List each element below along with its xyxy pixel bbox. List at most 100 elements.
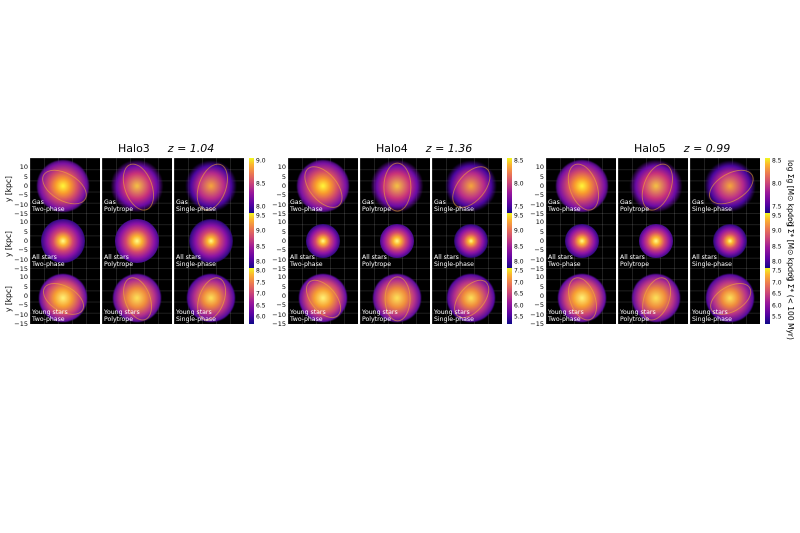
image-panel: Gas Single-phase xyxy=(690,158,760,214)
colorbar-label: log Σ* (< 100 Myr) xyxy=(786,270,795,340)
galaxy-image xyxy=(704,160,756,212)
y-tick-label: −5 xyxy=(534,191,544,200)
y-tick-label: 5 xyxy=(281,172,286,181)
y-axis-ticks: 10 5 0 −5 −10 −15 xyxy=(6,213,28,273)
panel-label: All stars Polytrope xyxy=(362,254,391,268)
y-tick-label: 5 xyxy=(539,227,544,236)
colorbar-tick-label: 8.5 xyxy=(256,180,266,188)
galaxy-image xyxy=(115,219,159,263)
component-label: Young stars xyxy=(692,309,728,316)
colorbar-tick-label: 7.5 xyxy=(514,267,524,275)
galaxy-image xyxy=(296,160,349,212)
halo-title: Halo3 z = 1.04 xyxy=(118,142,214,155)
component-label: Gas xyxy=(176,199,188,206)
colorbar-tick-label: 8.0 xyxy=(514,258,524,266)
galaxy-image xyxy=(113,274,161,322)
y-tick-label: −15 xyxy=(14,210,28,218)
image-panel: All stars Single-phase xyxy=(690,213,760,269)
colorbar-tick-label: 6.0 xyxy=(772,302,782,309)
y-tick-label: −10 xyxy=(14,200,28,209)
component-label: Young stars xyxy=(548,309,584,316)
y-tick-label: −15 xyxy=(272,265,286,273)
y-tick-label: −10 xyxy=(530,200,544,209)
y-tick-label: −5 xyxy=(18,246,28,255)
y-tick-label: −10 xyxy=(272,200,286,209)
y-tick-label: 0 xyxy=(23,182,28,190)
model-label: Single-phase xyxy=(692,261,732,268)
colorbar-tick-label: 8.5 xyxy=(256,243,266,251)
colorbar-tick-label: 8.0 xyxy=(772,180,782,188)
image-panel: Gas Polytrope xyxy=(102,158,172,214)
model-label: Polytrope xyxy=(362,316,392,323)
galaxy-image xyxy=(444,160,497,212)
image-panel: Gas Single-phase xyxy=(174,158,244,214)
y-tick-label: 10 xyxy=(19,163,28,172)
colorbar xyxy=(507,213,512,269)
y-tick-label: −5 xyxy=(18,301,28,310)
component-label: Young stars xyxy=(176,309,212,316)
y-tick-label: −10 xyxy=(14,255,28,264)
y-tick-label: 5 xyxy=(539,282,544,291)
colorbar-tick-label: 8.0 xyxy=(772,258,782,266)
component-label: Young stars xyxy=(362,309,398,316)
image-panel: All stars Two-phase xyxy=(30,213,100,269)
panel-label: Gas Single-phase xyxy=(692,199,732,213)
panel-label: Gas Single-phase xyxy=(176,199,216,213)
colorbar-tick-label: 8.0 xyxy=(514,180,524,188)
colorbar-tick-label: 8.5 xyxy=(772,243,782,251)
redshift-label: z = 1.36 xyxy=(425,142,473,155)
y-tick-label: 10 xyxy=(535,163,544,172)
panel-label: Young stars Single-phase xyxy=(434,309,474,323)
model-label: Single-phase xyxy=(434,316,474,323)
image-panel: Young stars Two-phase xyxy=(546,268,616,324)
image-panel: All stars Polytrope xyxy=(618,213,688,269)
panel-label: Young stars Two-phase xyxy=(32,309,68,323)
panel-label: Young stars Polytrope xyxy=(620,309,656,323)
colorbar-tick-label: 9.0 xyxy=(256,227,266,235)
model-label: Polytrope xyxy=(104,316,134,323)
panel-label: All stars Polytrope xyxy=(104,254,133,268)
model-label: Polytrope xyxy=(620,316,650,323)
colorbar xyxy=(765,213,770,269)
model-label: Single-phase xyxy=(176,316,216,323)
model-label: Single-phase xyxy=(434,206,474,213)
colorbar-tick-label: 6.5 xyxy=(514,290,524,298)
colorbar-tick-label: 8.0 xyxy=(256,267,266,275)
panel-label: All stars Two-phase xyxy=(290,254,323,268)
y-tick-label: −15 xyxy=(272,210,286,218)
component-label: Gas xyxy=(620,199,632,206)
component-label: All stars xyxy=(692,254,717,261)
y-tick-label: 10 xyxy=(19,218,28,227)
colorbar xyxy=(765,268,770,324)
image-panel: All stars Polytrope xyxy=(360,213,430,269)
y-tick-label: 10 xyxy=(19,273,28,282)
galaxy-image xyxy=(185,160,237,212)
component-label: All stars xyxy=(620,254,645,261)
galaxy-image xyxy=(639,224,673,258)
panel-label: All stars Two-phase xyxy=(548,254,581,268)
colorbar-tick-label: 7.5 xyxy=(514,203,524,211)
colorbar-tick-label: 5.5 xyxy=(514,313,524,321)
colorbar-tick-label: 7.5 xyxy=(256,279,266,286)
panel-label: Young stars Polytrope xyxy=(104,309,140,323)
image-panel: Young stars Single-phase xyxy=(690,268,760,324)
model-label: Single-phase xyxy=(692,316,732,323)
image-panel: All stars Two-phase xyxy=(546,213,616,269)
y-tick-label: −5 xyxy=(276,301,286,310)
image-panel: All stars Polytrope xyxy=(102,213,172,269)
image-panel: All stars Single-phase xyxy=(174,213,244,269)
colorbar-tick-label: 9.0 xyxy=(256,157,266,165)
y-tick-label: −5 xyxy=(18,191,28,200)
component-label: All stars xyxy=(434,254,459,261)
y-tick-label: −10 xyxy=(530,255,544,264)
galaxy-image xyxy=(187,274,235,322)
y-axis-ticks: 10 5 0 −5 −10 −15 xyxy=(522,268,544,328)
model-label: Two-phase xyxy=(290,316,323,323)
y-tick-label: −5 xyxy=(276,191,286,200)
image-panel: Young stars Single-phase xyxy=(174,268,244,324)
y-tick-label: −5 xyxy=(534,301,544,310)
image-panel: Gas Two-phase xyxy=(546,158,616,214)
colorbar-tick-label: 6.5 xyxy=(772,290,782,298)
component-label: Young stars xyxy=(620,309,656,316)
y-tick-label: 5 xyxy=(281,282,286,291)
